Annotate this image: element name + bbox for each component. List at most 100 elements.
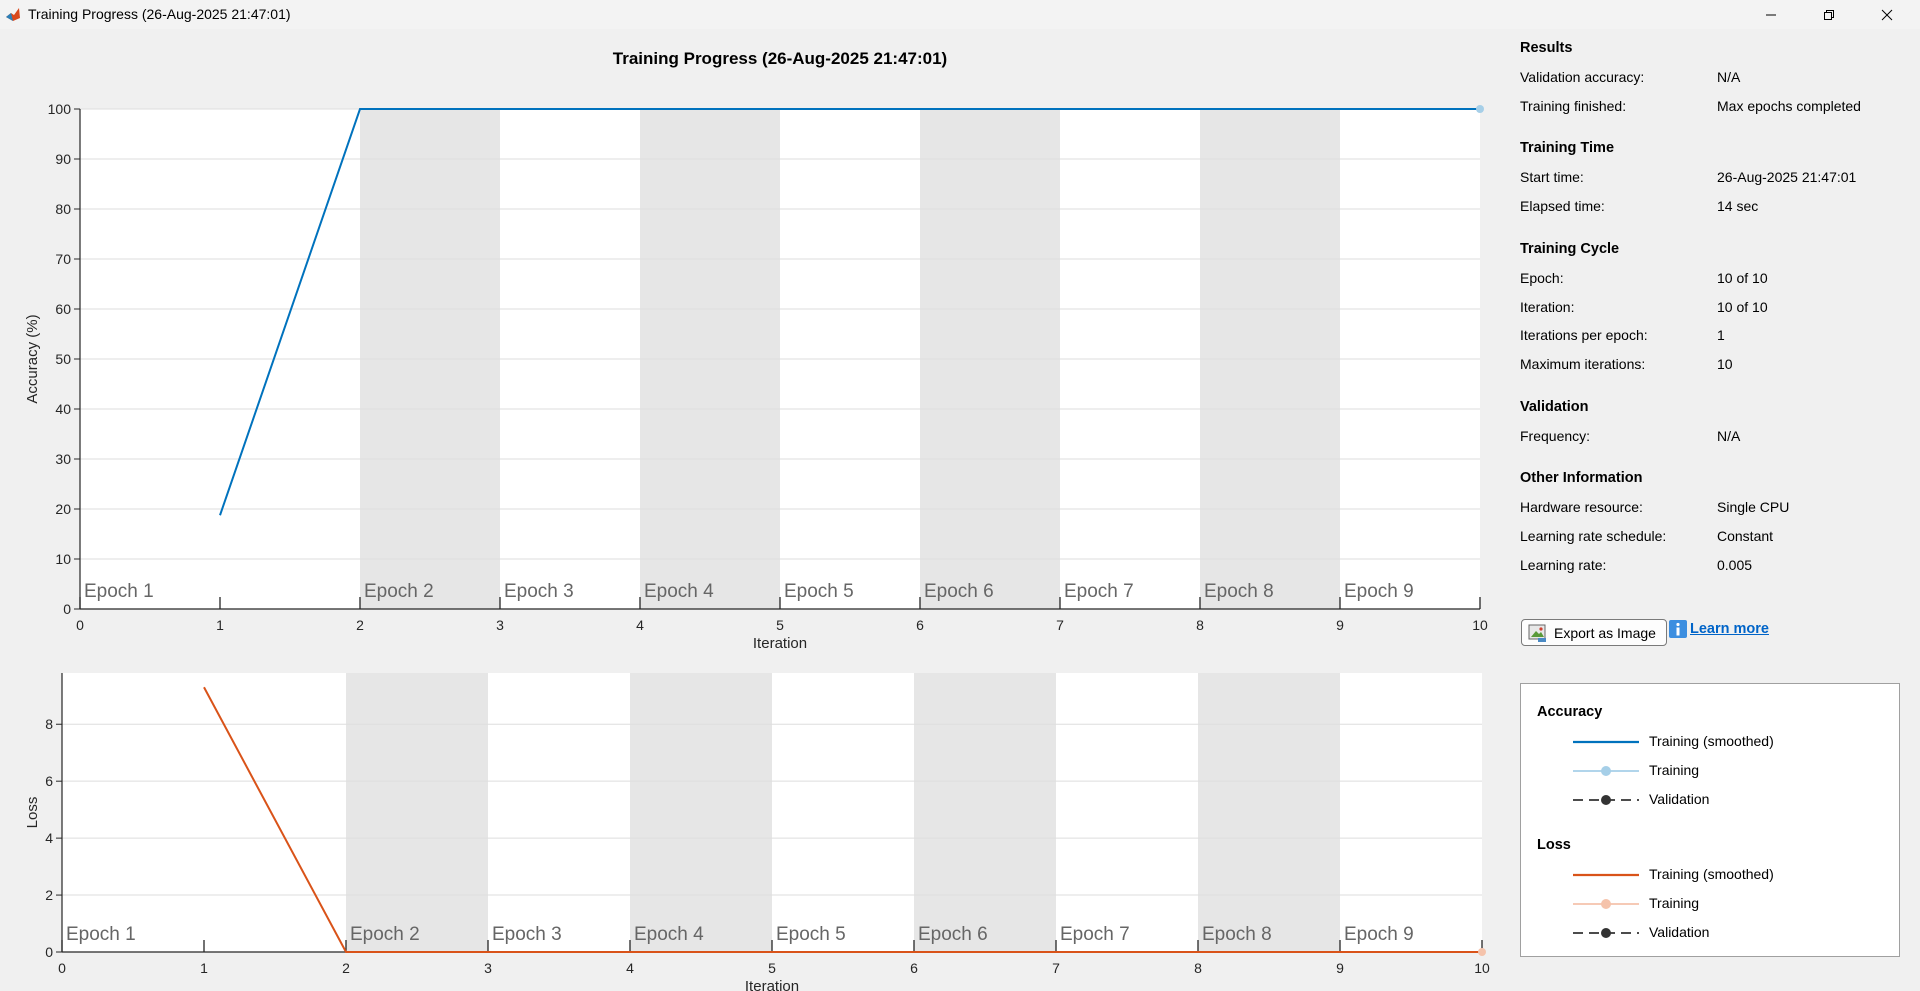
info-label: Learning rate schedule: — [1520, 528, 1667, 544]
series-point-training — [1476, 105, 1484, 113]
y-tick-label: 70 — [55, 251, 71, 267]
series-line-training-smoothed — [219, 108, 1480, 516]
info-label: Training finished: — [1520, 97, 1627, 114]
export-image-icon — [1528, 624, 1546, 642]
x-tick-label: 7 — [1056, 617, 1064, 633]
x-tick-label: 9 — [1336, 960, 1344, 976]
y-tick-label: 10 — [55, 551, 71, 567]
y-tick-label: 6 — [45, 773, 53, 789]
y-tick-label: 2 — [45, 887, 53, 903]
x-tick-label: 3 — [484, 960, 492, 976]
epoch-label: Epoch 6 — [918, 924, 988, 945]
legend-swatch — [1573, 928, 1639, 938]
legend-item-label: Training — [1649, 762, 1700, 778]
info-label: Validation accuracy: — [1520, 69, 1645, 85]
epoch-label: Epoch 9 — [1344, 924, 1414, 945]
legend-swatch — [1573, 899, 1639, 909]
info-value: N/A — [1717, 427, 1741, 444]
epoch-label: Epoch 3 — [504, 581, 574, 602]
epoch-band — [914, 673, 1056, 952]
x-tick-label: 6 — [916, 617, 924, 633]
epoch-label: Epoch 3 — [492, 924, 562, 945]
x-tick-label: 1 — [216, 617, 224, 633]
info-label: Epoch: — [1520, 269, 1564, 286]
epoch-band — [1198, 673, 1340, 952]
epoch-band — [346, 673, 488, 952]
x-tick-label: 7 — [1052, 960, 1060, 976]
epoch-label: Epoch 2 — [364, 581, 434, 602]
x-tick-label: 6 — [910, 960, 918, 976]
x-axis-label: Iteration — [753, 635, 807, 652]
restore-button[interactable] — [1800, 0, 1858, 29]
x-axis-label: Iteration — [745, 978, 799, 991]
y-tick-label: 4 — [45, 830, 53, 846]
info-icon — [1669, 620, 1687, 638]
info-value: 10 of 10 — [1717, 269, 1768, 286]
info-value: 0.005 — [1717, 556, 1753, 573]
info-value: 26-Aug-2025 21:47:01 — [1717, 169, 1857, 186]
legend-group-title: Accuracy — [1537, 704, 1603, 720]
legend-swatch — [1573, 766, 1639, 776]
close-button[interactable] — [1858, 0, 1916, 29]
x-tick-label: 8 — [1194, 960, 1202, 976]
epoch-label: Epoch 9 — [1344, 581, 1414, 602]
y-tick-label: 60 — [55, 301, 71, 317]
info-label: Elapsed time: — [1520, 198, 1605, 215]
series-line-training-smoothed — [203, 686, 1482, 953]
info-section-title: Training Cycle — [1520, 240, 1620, 257]
epoch-label: Epoch 5 — [776, 924, 846, 945]
loss-chart: 0 2 4 6 8 0 1 2 3 4 5 6 7 8 9 10 Epoch 1 Epoch 2 Epoch 3 Ep… — [24, 673, 1490, 991]
info-label: Maximum iterations: — [1520, 355, 1646, 372]
x-tick-label: 10 — [1472, 617, 1488, 633]
info-value: 1 — [1717, 327, 1725, 344]
x-tick-label: 2 — [342, 960, 350, 976]
y-tick-label: 0 — [63, 601, 71, 617]
restore-icon — [1824, 9, 1834, 20]
learn-more-label: Learn more — [1690, 621, 1769, 637]
info-value: 10 — [1717, 355, 1733, 372]
x-tick-label: 10 — [1474, 960, 1490, 976]
window-title-bar: Training Progress (26-Aug-2025 21:47:01) — [0, 0, 1920, 29]
matlab-app-icon — [5, 6, 21, 22]
epoch-label: Epoch 1 — [84, 581, 154, 602]
x-tick-label: 0 — [76, 617, 84, 633]
info-value: Constant — [1717, 528, 1774, 544]
learn-more-link[interactable]: Learn more — [1669, 620, 1769, 638]
info-label: Learning rate: — [1520, 556, 1607, 573]
y-tick-label: 80 — [55, 201, 71, 217]
legend-item-label: Training (smoothed) — [1649, 866, 1774, 882]
epoch-label: Epoch 7 — [1060, 924, 1130, 945]
info-label: Hardware resource: — [1520, 499, 1643, 516]
info-label: Start time: — [1520, 169, 1584, 186]
epoch-label: Epoch 4 — [634, 924, 704, 945]
x-tick-label: 2 — [356, 617, 364, 633]
x-tick-label: 4 — [626, 960, 634, 976]
info-label: Iteration: — [1520, 298, 1575, 315]
export-as-image-button[interactable]: Export as Image — [1521, 619, 1667, 646]
x-tick-label: 1 — [200, 960, 208, 976]
epoch-label: Epoch 4 — [644, 581, 714, 602]
info-value: 14 sec — [1717, 198, 1759, 215]
legend-item-label: Training (smoothed) — [1649, 733, 1774, 749]
y-tick-label: 20 — [55, 501, 71, 517]
legend-item-label: Validation — [1649, 924, 1710, 940]
window-title: Training Progress (26-Aug-2025 21:47:01) — [28, 6, 291, 22]
x-tick-label: 5 — [776, 617, 784, 633]
close-icon — [1881, 9, 1893, 20]
y-tick-label: 8 — [45, 716, 53, 732]
legend-swatch — [1573, 873, 1639, 877]
y-tick-label: 50 — [55, 351, 71, 367]
info-section-title: Other Information — [1520, 470, 1643, 487]
minimize-button[interactable] — [1742, 0, 1800, 29]
series-point-training — [1478, 948, 1486, 956]
legend-swatch — [1573, 740, 1639, 744]
epoch-label: Epoch 8 — [1204, 581, 1274, 602]
epoch-label: Epoch 2 — [350, 924, 420, 945]
y-tick-label: 100 — [48, 101, 72, 117]
y-axis-label: Loss — [24, 797, 41, 829]
x-tick-label: 0 — [58, 960, 66, 976]
x-tick-label: 5 — [768, 960, 776, 976]
info-section-title: Validation — [1520, 398, 1589, 415]
legend-group-title: Loss — [1537, 837, 1571, 853]
epoch-band — [630, 673, 772, 952]
